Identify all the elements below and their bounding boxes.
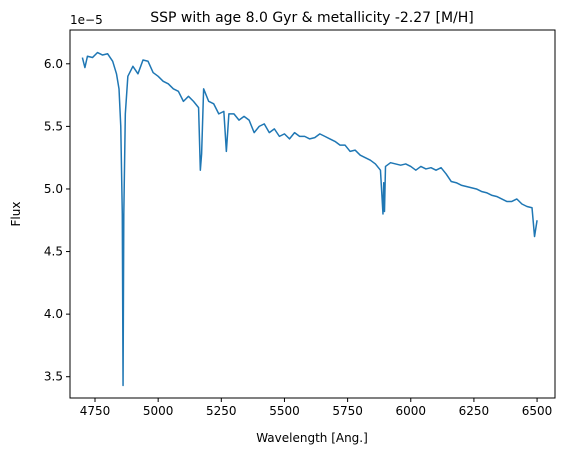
chart-title: SSP with age 8.0 Gyr & metallicity -2.27… (150, 10, 474, 26)
x-tick-label: 6000 (395, 404, 426, 418)
y-tick-label: 4.0 (44, 307, 63, 321)
plot-frame (69, 29, 556, 399)
x-tick-label: 5750 (332, 404, 363, 418)
x-tick-label: 5000 (143, 404, 174, 418)
y-tick-label: 5.5 (44, 119, 63, 133)
x-tick-label: 5250 (206, 404, 237, 418)
y-axis-label: Flux (9, 202, 23, 227)
x-tick-label: 6250 (459, 404, 490, 418)
spectrum-line (81, 51, 538, 387)
y-tick-label: 5.0 (44, 182, 63, 196)
x-tick-label: 6500 (522, 404, 553, 418)
y-offset-label: 1e−5 (70, 13, 103, 27)
y-tick-label: 3.5 (44, 370, 63, 384)
y-tick-label: 6.0 (44, 57, 63, 71)
x-axis-label: Wavelength [Ang.] (256, 431, 368, 445)
y-tick-label: 4.5 (44, 245, 63, 259)
x-tick-label: 5500 (269, 404, 300, 418)
x-tick-label: 4750 (80, 404, 111, 418)
